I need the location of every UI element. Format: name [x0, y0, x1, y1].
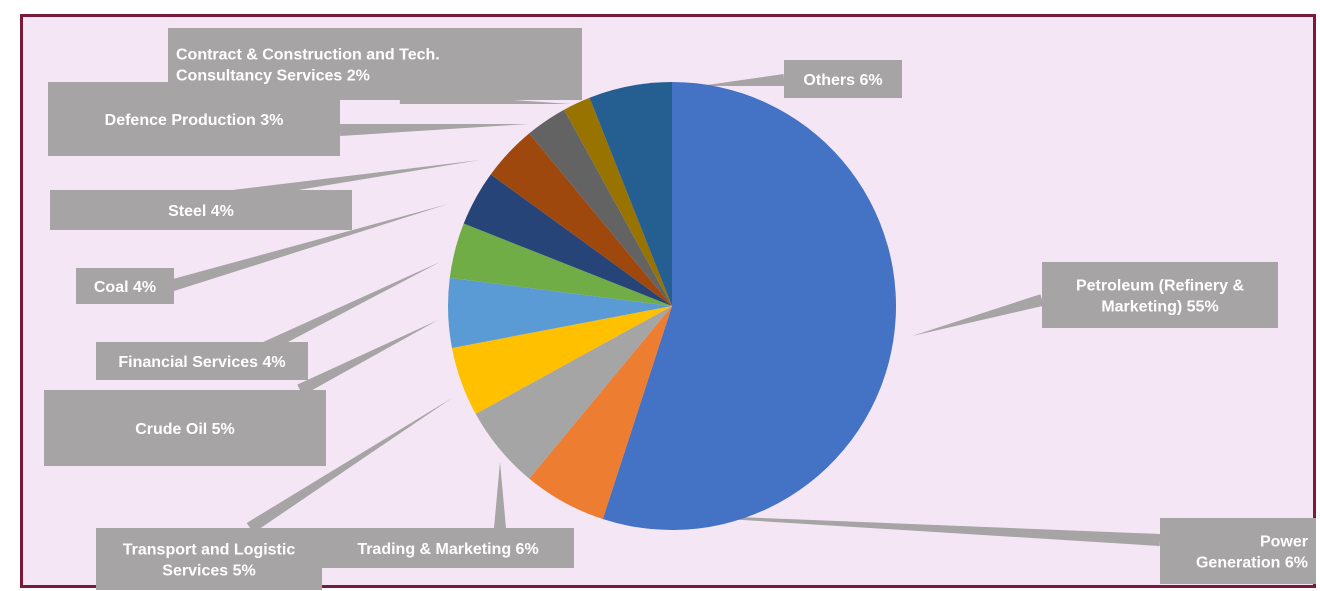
data-label-11: Others 6%: [784, 60, 902, 98]
data-label-box: [44, 390, 326, 466]
data-label-text: Others 6%: [803, 72, 882, 89]
leader-line-3: [494, 462, 506, 528]
data-label-6: Financial Services 4%: [96, 342, 308, 380]
pie-slice-3: [475, 306, 672, 479]
leader-line-9: [339, 124, 528, 136]
data-label-text: Consultancy Services 2%: [176, 68, 370, 85]
pie-slice-7: [463, 174, 672, 306]
data-label-text: Transport and Logistic: [123, 542, 296, 559]
data-label-box: [76, 268, 174, 304]
data-label-text: Financial Services 4%: [118, 354, 285, 371]
leader-line-6: [257, 262, 440, 356]
data-label-box: [1160, 518, 1316, 584]
data-label-1: Petroleum (Refinery & Marketing) 55%: [1042, 262, 1278, 328]
pie-slice-6: [449, 223, 672, 306]
data-label-10: Contract & Construction and Tech. Consult…: [168, 28, 582, 100]
leader-line-2: [614, 512, 1161, 546]
data-label-box: [96, 528, 322, 590]
leader-line-11: [700, 74, 785, 86]
pie-slice-9: [529, 109, 672, 306]
data-label-box: [322, 528, 574, 568]
pie-slice-1: [602, 82, 896, 530]
data-label-3: Trading & Marketing 6%: [322, 528, 574, 568]
pie-slice-4: [451, 306, 672, 414]
data-label-text: Generation 6%: [1196, 555, 1308, 572]
data-label-box: [784, 60, 902, 98]
data-label-text: Petroleum (Refinery &: [1076, 278, 1244, 295]
data-label-text: Contract & Construction and Tech.: [176, 47, 440, 64]
data-label-5: Crude Oil 5%: [44, 390, 326, 466]
data-label-4: Transport and Logistic Services 5%: [96, 528, 322, 590]
data-label-text: Marketing) 55%: [1101, 299, 1218, 316]
data-label-7: Coal 4%: [76, 268, 174, 304]
data-label-text: Crude Oil 5%: [135, 421, 235, 438]
leader-line-7: [168, 204, 448, 292]
leader-line-4: [246, 398, 452, 534]
leader-line-1: [912, 294, 1044, 336]
data-label-text: Coal 4%: [94, 279, 156, 296]
data-label-text: Steel 4%: [168, 203, 234, 220]
data-label-text: Defence Production 3%: [105, 112, 284, 129]
data-label-box: [1042, 262, 1278, 328]
leader-line-5: [297, 320, 438, 396]
data-label-text: Services 5%: [162, 563, 255, 580]
data-label-text: Trading & Marketing 6%: [357, 541, 538, 558]
data-label-box: [50, 190, 352, 230]
pie-slice-2: [529, 306, 672, 520]
data-label-2: Power Generation 6%: [1160, 518, 1316, 584]
pie-slice-8: [490, 133, 672, 306]
pie-slice-11: [589, 82, 672, 306]
data-label-8: Steel 4%: [50, 190, 352, 230]
pie-slice-10: [564, 97, 672, 306]
data-label-box: [96, 342, 308, 380]
pie-slice-5: [448, 277, 672, 348]
data-label-text: Power: [1260, 534, 1308, 551]
data-label-box: [168, 28, 582, 100]
